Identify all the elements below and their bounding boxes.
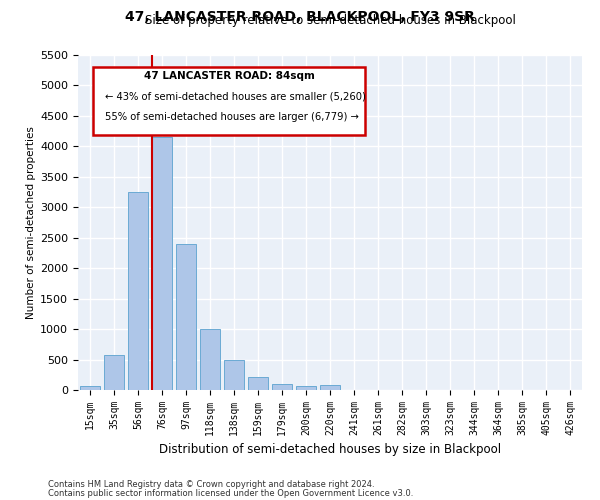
Bar (176, 244, 196, 390)
Bar (104, 354, 124, 390)
Text: ← 43% of semi-detached houses are smaller (5,260): ← 43% of semi-detached houses are smalle… (105, 92, 366, 102)
Text: 47, LANCASTER ROAD, BLACKPOOL, FY3 9SR: 47, LANCASTER ROAD, BLACKPOOL, FY3 9SR (125, 10, 475, 24)
Bar (128, 192, 148, 390)
FancyBboxPatch shape (93, 66, 365, 136)
Text: Contains HM Land Registry data © Crown copyright and database right 2024.: Contains HM Land Registry data © Crown c… (48, 480, 374, 489)
Bar (296, 386, 316, 390)
Bar (320, 386, 340, 390)
Y-axis label: Number of semi-detached properties: Number of semi-detached properties (26, 126, 36, 319)
Bar (272, 384, 292, 390)
Text: Contains public sector information licensed under the Open Government Licence v3: Contains public sector information licen… (48, 488, 413, 498)
Text: 55% of semi-detached houses are larger (6,779) →: 55% of semi-detached houses are larger (… (105, 112, 359, 122)
Bar (80, 386, 100, 390)
Text: 47 LANCASTER ROAD: 84sqm: 47 LANCASTER ROAD: 84sqm (144, 70, 314, 81)
Title: Size of property relative to semi-detached houses in Blackpool: Size of property relative to semi-detach… (145, 14, 515, 28)
X-axis label: Distribution of semi-detached houses by size in Blackpool: Distribution of semi-detached houses by … (159, 444, 501, 456)
Bar (200, 329, 220, 390)
Bar (152, 137, 172, 390)
Bar (224, 360, 244, 390)
Bar (248, 376, 268, 390)
